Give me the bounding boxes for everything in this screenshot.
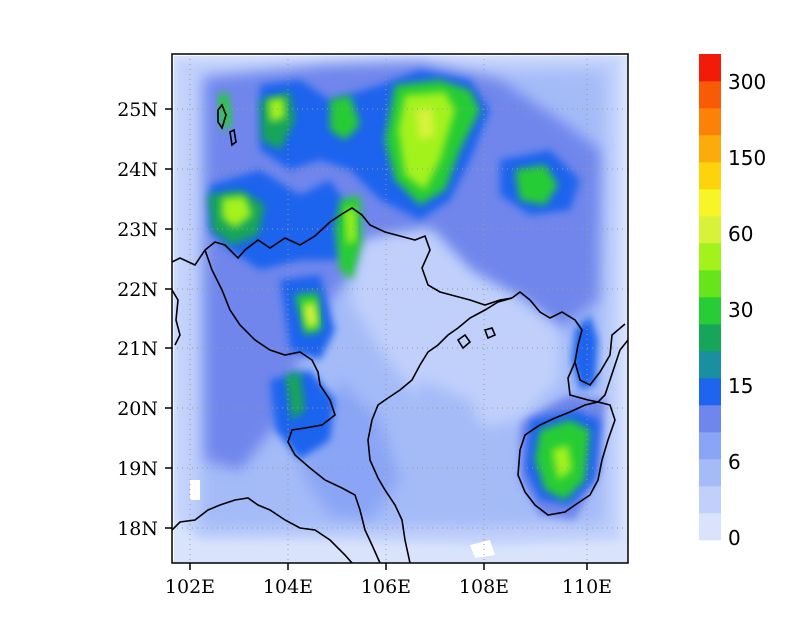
colorbar-labels: 300 150 60 30 15 6 0 bbox=[728, 70, 766, 550]
lat-label: 19N bbox=[117, 458, 158, 480]
colorbar-swatch bbox=[699, 189, 721, 217]
colorbar-swatch bbox=[699, 162, 721, 190]
lon-label: 104E bbox=[263, 576, 313, 598]
colorbar-label: 6 bbox=[728, 450, 741, 474]
coastlines-borders bbox=[172, 103, 628, 563]
colorbar-swatch bbox=[699, 81, 721, 109]
colorbar-swatch bbox=[699, 108, 721, 136]
colorbar-swatch bbox=[699, 459, 721, 487]
colorbar-swatch bbox=[699, 216, 721, 244]
colorbar-label: 15 bbox=[728, 374, 753, 398]
plot-border bbox=[171, 53, 629, 564]
colorbar-swatch bbox=[699, 432, 721, 460]
colorbar-swatch bbox=[699, 351, 721, 379]
y-axis-labels: 25N 24N 23N 22N 21N 20N 19N 18N bbox=[117, 99, 158, 540]
lat-label: 21N bbox=[117, 338, 158, 360]
gridlines bbox=[172, 54, 628, 563]
lat-label: 25N bbox=[117, 99, 158, 121]
colorbar-swatch bbox=[699, 513, 721, 541]
colorbar-label: 0 bbox=[728, 526, 741, 550]
colorbar bbox=[699, 54, 721, 541]
axis-ticks bbox=[165, 108, 588, 570]
lon-label: 102E bbox=[165, 576, 215, 598]
colorbar-swatch bbox=[699, 54, 721, 82]
colorbar-swatch bbox=[699, 297, 721, 325]
colorbar-swatch bbox=[699, 378, 721, 406]
colorbar-swatch bbox=[699, 270, 721, 298]
lat-label: 18N bbox=[117, 518, 158, 540]
colorbar-label: 60 bbox=[728, 222, 753, 246]
colorbar-swatch bbox=[699, 324, 721, 352]
colorbar-swatch bbox=[699, 243, 721, 271]
colorbar-swatch bbox=[699, 405, 721, 433]
lat-label: 22N bbox=[117, 279, 158, 301]
lon-label: 108E bbox=[459, 576, 509, 598]
lon-label: 110E bbox=[562, 576, 612, 598]
colorbar-swatch bbox=[699, 135, 721, 163]
x-axis-labels: 102E 104E 106E 108E 110E bbox=[165, 576, 612, 598]
colorbar-label: 150 bbox=[728, 146, 766, 170]
precipitation-field bbox=[174, 56, 628, 563]
lat-label: 23N bbox=[117, 219, 158, 241]
colorbar-label: 30 bbox=[728, 298, 753, 322]
lat-label: 20N bbox=[117, 398, 158, 420]
colorbar-label: 300 bbox=[728, 70, 766, 94]
lat-label: 24N bbox=[117, 159, 158, 181]
lon-label: 106E bbox=[361, 576, 411, 598]
colorbar-swatch bbox=[699, 486, 721, 514]
